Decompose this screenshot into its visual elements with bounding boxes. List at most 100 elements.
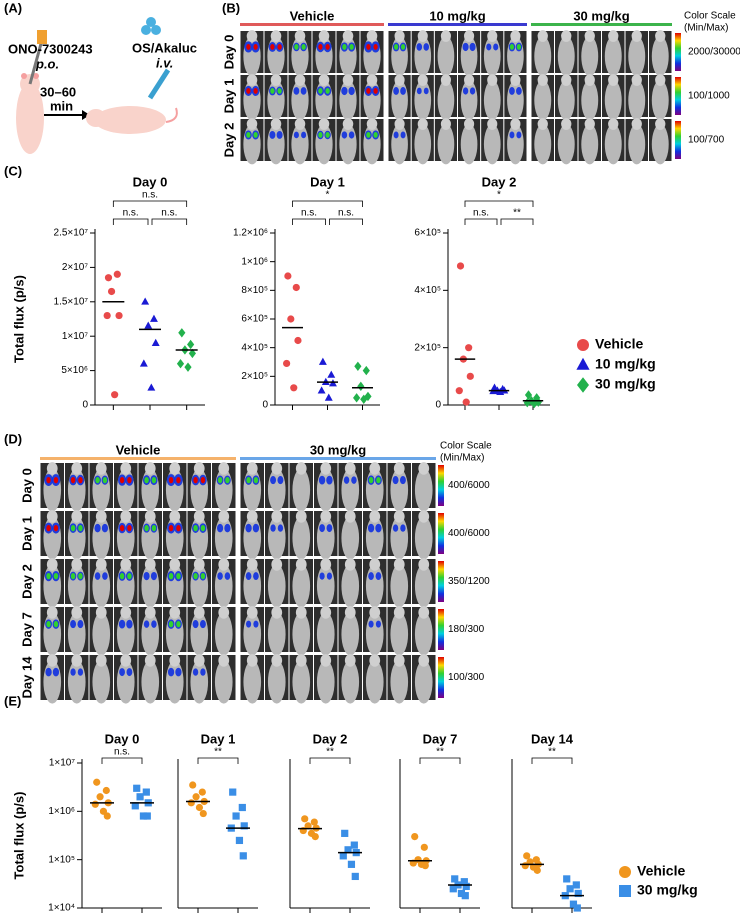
mouse-body <box>390 564 409 608</box>
significance-label: ** <box>513 208 521 219</box>
mouse-body <box>67 516 86 560</box>
mouse-head <box>418 606 430 619</box>
mouse-head <box>394 74 405 86</box>
point <box>187 799 195 807</box>
point <box>318 357 327 365</box>
signal <box>53 620 59 628</box>
signal <box>167 667 175 677</box>
mouse-body <box>267 124 285 165</box>
mouse-body <box>116 468 135 512</box>
mouse-body <box>363 80 381 121</box>
signal <box>341 131 348 139</box>
mouse-body <box>67 468 86 512</box>
signal <box>225 476 230 484</box>
point <box>327 370 336 378</box>
signal <box>46 620 51 628</box>
significance-label: * <box>497 190 501 201</box>
signal <box>319 572 325 580</box>
scale-label: 100/300 <box>448 672 485 683</box>
point <box>324 393 333 401</box>
signal <box>423 87 429 95</box>
probe-label: OS/Akaluc <box>132 40 197 55</box>
point <box>143 812 151 820</box>
point <box>619 885 631 897</box>
gavage <box>28 39 44 85</box>
mouse-head <box>318 30 330 42</box>
mouse-head <box>246 558 258 571</box>
point <box>198 788 206 796</box>
point <box>451 875 459 883</box>
mouse-body <box>363 124 381 165</box>
signal <box>319 524 325 533</box>
mouse-body <box>341 468 360 512</box>
mouse-head <box>95 510 107 523</box>
signal <box>368 572 374 581</box>
y-axis-title: Total flux (p/s) <box>11 275 26 363</box>
point <box>102 786 110 795</box>
mouse-body <box>339 124 357 165</box>
mouse-body <box>316 516 335 560</box>
signal <box>200 476 206 484</box>
mouse-head <box>71 558 83 571</box>
scale-label: 100/1000 <box>688 91 730 102</box>
mouse-head <box>394 118 405 130</box>
signal <box>168 572 174 580</box>
mouse-head <box>246 510 258 523</box>
group-bar <box>388 23 527 26</box>
signal <box>52 667 60 677</box>
signal <box>253 132 258 138</box>
y-tick-label: 0 <box>262 400 268 411</box>
mouse-head <box>169 606 181 619</box>
signal <box>46 476 51 484</box>
point <box>353 393 361 403</box>
mouse-head <box>561 118 572 130</box>
route-label: i.v. <box>156 55 173 70</box>
y-tick-label: 4×10⁵ <box>241 342 268 353</box>
mouse-head <box>631 74 642 86</box>
mouse-head <box>246 606 258 619</box>
point <box>523 852 531 860</box>
mouse-body <box>315 124 333 165</box>
signal <box>126 619 133 629</box>
route-label: p.o. <box>35 56 59 71</box>
mouse-body <box>460 36 478 77</box>
significance-bracket <box>531 757 573 764</box>
mouse-body <box>363 36 381 77</box>
group-header: 30 mg/kg <box>573 8 629 23</box>
signal <box>318 88 323 94</box>
mouse-body <box>165 564 184 608</box>
signal <box>253 88 258 94</box>
point <box>462 882 470 890</box>
significance-label: ** <box>214 747 222 758</box>
scale-subtitle: (Min/Max) <box>684 23 728 34</box>
signal <box>343 476 350 484</box>
signal <box>301 44 306 50</box>
point <box>104 274 113 282</box>
mouse-body <box>390 660 409 704</box>
chart-title: Day 2 <box>482 174 517 189</box>
point <box>350 841 358 849</box>
significance-bracket <box>197 757 239 764</box>
mouse-body <box>243 80 261 121</box>
signal <box>270 88 275 94</box>
signal <box>70 524 76 532</box>
mouse-head <box>295 654 307 667</box>
signal <box>119 476 125 484</box>
point <box>461 892 469 900</box>
mouse-body <box>214 564 233 608</box>
signal <box>70 668 76 676</box>
mouse-body <box>437 36 455 77</box>
point <box>284 272 292 280</box>
mouse-body <box>414 468 433 512</box>
signal <box>150 571 157 581</box>
mouse-body <box>292 612 311 656</box>
mouse-body <box>190 564 209 608</box>
point <box>232 812 240 820</box>
row-label: Day 1 <box>221 79 236 114</box>
signal <box>70 476 76 484</box>
mouse-head <box>193 606 205 619</box>
signal <box>53 572 59 580</box>
signal <box>176 620 181 628</box>
mouse-body <box>414 612 433 656</box>
